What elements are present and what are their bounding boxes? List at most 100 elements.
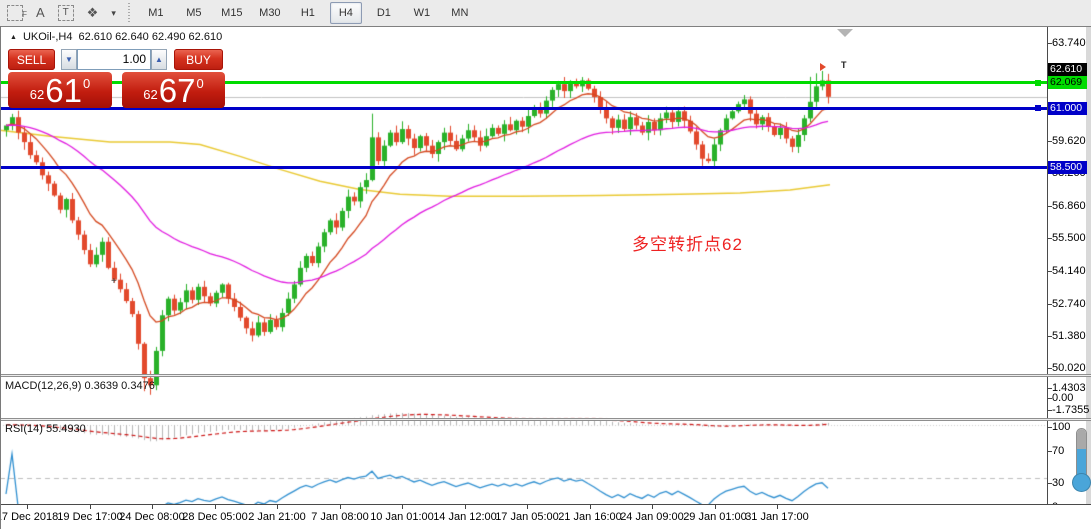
time-tick <box>340 505 341 509</box>
axis-tick <box>1048 238 1052 239</box>
label-icon[interactable]: T <box>57 5 74 21</box>
time-axis-label: 28 Dec 05:00 <box>182 511 248 523</box>
time-tick <box>590 505 591 509</box>
price-axis-label: 59.620 <box>1052 135 1086 147</box>
sell-price-tile[interactable]: 62 61 0 <box>8 72 112 108</box>
axis-tick <box>1048 483 1052 484</box>
macd-label: MACD(12,26,9) 0.3639 0.3476 <box>5 380 155 392</box>
trade-level-marker: T <box>841 60 847 70</box>
time-axis-label: 14 Jan 12:00 <box>433 511 497 523</box>
time-axis-label: 24 Dec 08:00 <box>119 511 185 523</box>
rsi-axis-label: 70 <box>1052 445 1065 457</box>
timeframe-button-m5[interactable]: M5 <box>186 7 202 19</box>
horizontal-level-line[interactable] <box>0 81 1047 84</box>
time-tick <box>715 505 716 509</box>
time-tick <box>652 505 653 509</box>
chart-title: ▲ UKOil-,H4 62.610 62.640 62.490 62.610 <box>10 31 222 43</box>
macd-indicator-canvas[interactable] <box>0 405 1047 445</box>
timeframe-button-w1[interactable]: W1 <box>413 7 431 19</box>
timeframe-toolbar: M1 M5 M15 M30 H1 H4 D1 W1 MN <box>136 2 476 24</box>
time-axis-label: 7 Jan 08:00 <box>311 511 369 523</box>
sell-price-prefix: 62 <box>29 87 45 102</box>
panel-splitter-rsi[interactable] <box>0 418 1091 421</box>
time-axis-label: 29 Jan 01:00 <box>683 511 747 523</box>
axis-tick <box>1048 388 1052 389</box>
ohlc-values: 62.610 62.640 62.490 62.610 <box>78 31 223 43</box>
timeframe-button-h4[interactable]: H4 <box>329 2 362 24</box>
window-border-left <box>0 26 1 529</box>
arrow-style-icon[interactable]: ❖ <box>86 5 99 20</box>
macd-axis-label: 0.00 <box>1052 392 1074 404</box>
window-edge <box>1086 27 1091 529</box>
rsi-label: RSI(14) 55.4930 <box>5 423 86 435</box>
price-level-badge: 58.500 <box>1048 161 1087 174</box>
toolbar: F A T ❖ ▾ M1 M5 M15 M30 H1 H4 D1 W1 MN <box>0 0 1091 27</box>
time-axis-label: 19 Dec 17:00 <box>57 511 123 523</box>
text-icon[interactable]: A <box>36 5 45 20</box>
axis-tick <box>1048 43 1052 44</box>
price-axis-label: 63.740 <box>1052 37 1086 49</box>
scroll-to-end-icon[interactable] <box>837 29 853 37</box>
time-tick <box>277 505 278 509</box>
axis-tick <box>1048 271 1052 272</box>
time-tick <box>402 505 403 509</box>
current-price-badge: 62.610 <box>1048 63 1087 76</box>
price-chart-canvas[interactable] <box>0 54 1047 402</box>
rsi-axis-label: 100 <box>1052 421 1071 433</box>
timeframe-button-m15[interactable]: M15 <box>221 7 243 19</box>
symbol-period-label: UKOil-,H4 <box>22 31 73 43</box>
price-axis-label: 55.500 <box>1052 232 1086 244</box>
sell-button[interactable]: SELL <box>8 49 55 70</box>
time-axis-label: 17 Dec 2018 <box>0 511 59 523</box>
thermometer-stem-icon <box>1077 429 1086 481</box>
timeframe-button-m30[interactable]: M30 <box>259 7 281 19</box>
volume-decrease-button[interactable]: ▼ <box>61 49 77 70</box>
time-axis-label: 2 Jan 21:00 <box>248 511 306 523</box>
price-axis-border <box>1047 27 1048 510</box>
timeframe-button-h1[interactable]: H1 <box>300 7 315 19</box>
time-axis-label: 17 Jan 05:00 <box>495 511 559 523</box>
time-tick <box>27 505 28 509</box>
price-axis-label: 52.740 <box>1052 298 1086 310</box>
time-axis-label: 24 Jan 09:00 <box>620 511 684 523</box>
line-handle[interactable] <box>1035 80 1041 86</box>
axis-tick <box>1048 141 1052 142</box>
time-tick <box>465 505 466 509</box>
timeframe-button-m1[interactable]: M1 <box>148 7 164 19</box>
chevron-up-icon: ▲ <box>155 55 163 64</box>
macd-axis-label: 1.4303 <box>1052 382 1086 394</box>
timeframe-button-d1[interactable]: D1 <box>376 7 391 19</box>
axis-tick <box>1048 368 1052 369</box>
line-handle[interactable] <box>1035 105 1041 111</box>
collapse-icon[interactable]: ▲ <box>10 33 17 41</box>
time-axis[interactable]: 17 Dec 2018 19 Dec 17:00 24 Dec 08:00 28 De… <box>0 504 1091 529</box>
buy-button[interactable]: BUY <box>174 49 223 70</box>
thermometer-bulb-icon <box>1073 474 1090 491</box>
axis-tick <box>1048 398 1052 399</box>
time-axis-label: 10 Jan 01:00 <box>370 511 434 523</box>
price-axis-label: 56.860 <box>1052 200 1086 212</box>
macd-axis-label: -1.7355 <box>1052 404 1090 416</box>
buy-price-main: 67 <box>158 71 196 109</box>
buy-price-tile[interactable]: 62 67 0 <box>122 72 225 108</box>
order-arrow-icon <box>820 63 826 71</box>
time-axis-label: 31 Jan 17:00 <box>745 511 809 523</box>
sell-price-main: 61 <box>45 71 82 109</box>
chart-text-annotation[interactable]: 多空转折点62 <box>632 235 743 254</box>
axis-tick <box>1048 336 1052 337</box>
time-axis-label: 21 Jan 16:00 <box>558 511 622 523</box>
timeframe-button-mn[interactable]: MN <box>451 7 469 19</box>
horizontal-level-line[interactable] <box>0 166 1047 169</box>
fibonacci-icon[interactable]: F <box>7 5 27 21</box>
horizontal-level-line[interactable] <box>0 107 1047 110</box>
dropdown-caret-icon[interactable]: ▾ <box>111 8 116 18</box>
panel-splitter-macd[interactable] <box>0 374 1091 377</box>
drawing-toolbar: F A T ❖ ▾ <box>0 4 116 22</box>
buy-price-pip: 0 <box>196 76 204 91</box>
volume-input[interactable]: 1.00 <box>77 49 151 70</box>
price-axis-label: 50.020 <box>1052 362 1086 374</box>
time-tick <box>527 505 528 509</box>
volume-increase-button[interactable]: ▲ <box>151 49 167 70</box>
toolbar-separator <box>127 3 130 23</box>
